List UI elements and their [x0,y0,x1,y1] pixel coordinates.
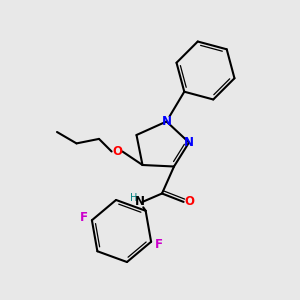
Text: O: O [184,195,194,208]
Text: N: N [161,115,172,128]
Text: N: N [134,195,145,208]
Text: N: N [184,136,194,149]
Text: F: F [80,211,88,224]
Text: H: H [130,193,138,203]
Text: O: O [112,145,122,158]
Text: F: F [155,238,163,251]
